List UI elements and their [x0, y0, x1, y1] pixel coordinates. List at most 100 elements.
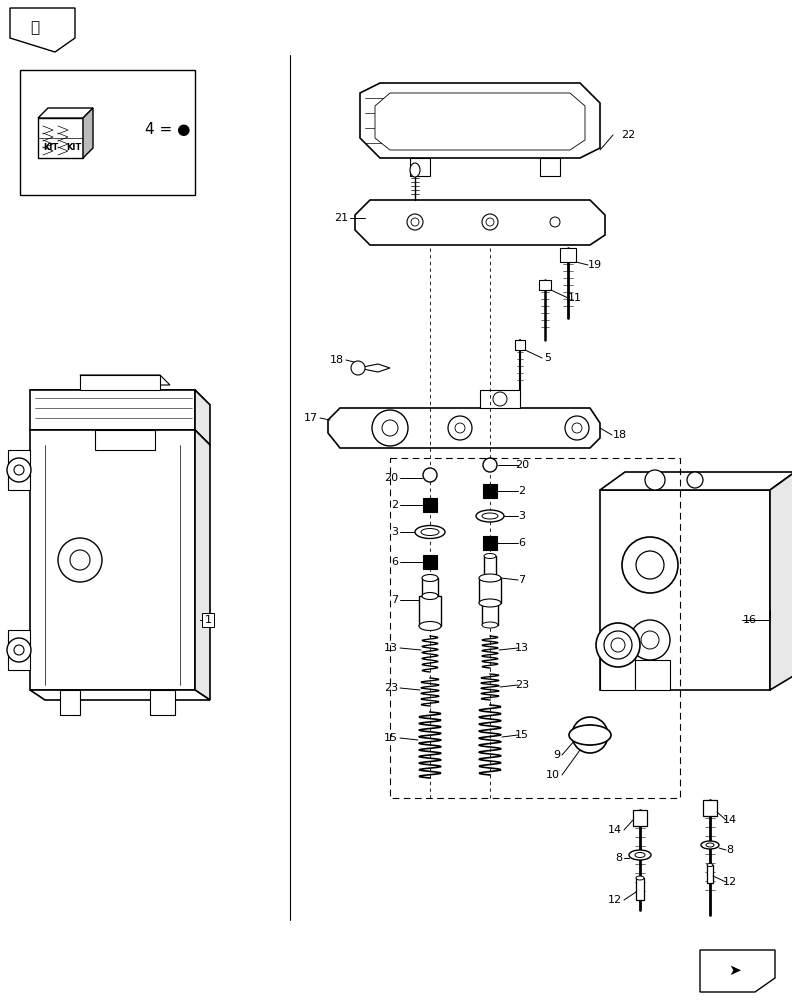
- Bar: [479, 578, 501, 603]
- Ellipse shape: [636, 876, 644, 880]
- Polygon shape: [515, 340, 525, 350]
- Ellipse shape: [479, 599, 501, 607]
- Polygon shape: [540, 158, 560, 176]
- Polygon shape: [80, 375, 170, 385]
- Polygon shape: [195, 390, 210, 445]
- Circle shape: [372, 410, 408, 446]
- Ellipse shape: [479, 574, 501, 582]
- Text: 19: 19: [588, 260, 602, 270]
- Text: 16: 16: [743, 615, 757, 625]
- Text: 6: 6: [391, 557, 398, 567]
- Text: 18: 18: [613, 430, 627, 440]
- Circle shape: [493, 392, 507, 406]
- Circle shape: [411, 218, 419, 226]
- Text: 🖱: 🖱: [30, 20, 40, 35]
- Text: 8: 8: [726, 845, 733, 855]
- Bar: [419, 596, 441, 626]
- Polygon shape: [600, 472, 792, 490]
- Bar: [484, 556, 496, 578]
- Circle shape: [7, 458, 31, 482]
- Circle shape: [636, 551, 664, 579]
- Text: 4 = ●: 4 = ●: [145, 122, 190, 137]
- Polygon shape: [539, 280, 551, 290]
- Polygon shape: [195, 430, 210, 700]
- Polygon shape: [635, 660, 670, 690]
- Text: 8: 8: [615, 853, 622, 863]
- Polygon shape: [38, 108, 93, 118]
- Circle shape: [604, 631, 632, 659]
- Circle shape: [486, 218, 494, 226]
- Ellipse shape: [484, 554, 496, 558]
- Polygon shape: [703, 800, 717, 816]
- Polygon shape: [575, 720, 605, 750]
- Polygon shape: [358, 364, 390, 372]
- Ellipse shape: [422, 592, 438, 599]
- Circle shape: [645, 470, 665, 490]
- Text: 7: 7: [519, 575, 526, 585]
- Circle shape: [622, 537, 678, 593]
- Text: 3: 3: [391, 527, 398, 537]
- Bar: [20, 70, 195, 195]
- Polygon shape: [700, 950, 775, 992]
- Circle shape: [580, 725, 600, 745]
- Text: 12: 12: [608, 895, 622, 905]
- Text: 10: 10: [546, 770, 560, 780]
- Circle shape: [611, 638, 625, 652]
- Bar: [390, 458, 680, 798]
- Polygon shape: [375, 93, 585, 150]
- Circle shape: [351, 361, 365, 375]
- Text: 1: 1: [204, 615, 211, 625]
- Text: KIT: KIT: [44, 143, 59, 152]
- Bar: [423, 498, 437, 512]
- Polygon shape: [83, 108, 93, 158]
- Bar: [707, 865, 713, 883]
- Polygon shape: [30, 430, 195, 690]
- Text: 21: 21: [334, 213, 348, 223]
- Text: KIT: KIT: [67, 143, 82, 152]
- Polygon shape: [30, 390, 210, 405]
- Polygon shape: [8, 630, 30, 670]
- Text: 11: 11: [568, 293, 582, 303]
- Text: 20: 20: [515, 460, 529, 470]
- Bar: [422, 578, 438, 596]
- Circle shape: [423, 468, 437, 482]
- Polygon shape: [60, 690, 80, 715]
- Ellipse shape: [629, 850, 651, 860]
- Polygon shape: [560, 248, 576, 262]
- Circle shape: [596, 623, 640, 667]
- Polygon shape: [355, 200, 605, 245]
- Ellipse shape: [707, 863, 713, 866]
- Ellipse shape: [706, 843, 714, 847]
- Polygon shape: [150, 690, 175, 715]
- Polygon shape: [95, 430, 155, 450]
- Ellipse shape: [410, 163, 420, 177]
- Circle shape: [482, 214, 498, 230]
- Text: 18: 18: [330, 355, 344, 365]
- Text: 2: 2: [519, 486, 526, 496]
- Text: 2: 2: [391, 500, 398, 510]
- Ellipse shape: [701, 841, 719, 849]
- Polygon shape: [30, 390, 195, 430]
- Ellipse shape: [421, 528, 439, 536]
- Text: 7: 7: [391, 595, 398, 605]
- Text: 12: 12: [723, 877, 737, 887]
- Text: 14: 14: [608, 825, 622, 835]
- Text: 23: 23: [515, 680, 529, 690]
- Circle shape: [7, 638, 31, 662]
- Polygon shape: [770, 472, 792, 690]
- Circle shape: [572, 717, 608, 753]
- Circle shape: [641, 631, 659, 649]
- Circle shape: [572, 423, 582, 433]
- Ellipse shape: [569, 725, 611, 745]
- Bar: [636, 878, 644, 900]
- Polygon shape: [30, 430, 210, 445]
- Ellipse shape: [476, 510, 504, 522]
- Circle shape: [58, 538, 102, 582]
- Circle shape: [407, 214, 423, 230]
- Text: 23: 23: [384, 683, 398, 693]
- Ellipse shape: [482, 622, 498, 628]
- Polygon shape: [633, 810, 647, 826]
- Polygon shape: [80, 375, 160, 390]
- Polygon shape: [600, 650, 635, 690]
- Polygon shape: [480, 390, 520, 408]
